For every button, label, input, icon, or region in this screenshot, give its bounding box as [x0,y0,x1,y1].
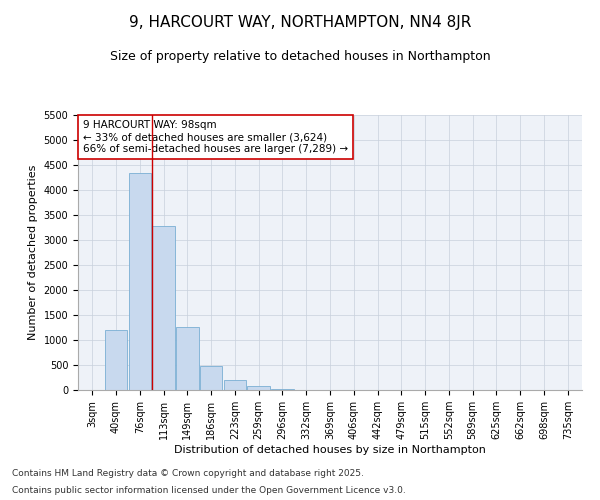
Bar [176,327,199,390]
Text: 9, HARCOURT WAY, NORTHAMPTON, NN4 8JR: 9, HARCOURT WAY, NORTHAMPTON, NN4 8JR [129,15,471,30]
Text: Size of property relative to detached houses in Northampton: Size of property relative to detached ho… [110,50,490,63]
Bar [105,330,127,390]
Y-axis label: Number of detached properties: Number of detached properties [28,165,38,340]
Text: Contains public sector information licensed under the Open Government Licence v3: Contains public sector information licen… [12,486,406,495]
Text: 9 HARCOURT WAY: 98sqm
← 33% of detached houses are smaller (3,624)
66% of semi-d: 9 HARCOURT WAY: 98sqm ← 33% of detached … [83,120,348,154]
Bar [247,386,270,390]
Text: Contains HM Land Registry data © Crown copyright and database right 2025.: Contains HM Land Registry data © Crown c… [12,468,364,477]
Bar [200,366,223,390]
Bar [128,172,151,390]
Bar [271,388,294,390]
Bar [152,226,175,390]
X-axis label: Distribution of detached houses by size in Northampton: Distribution of detached houses by size … [174,445,486,455]
Bar [224,380,246,390]
